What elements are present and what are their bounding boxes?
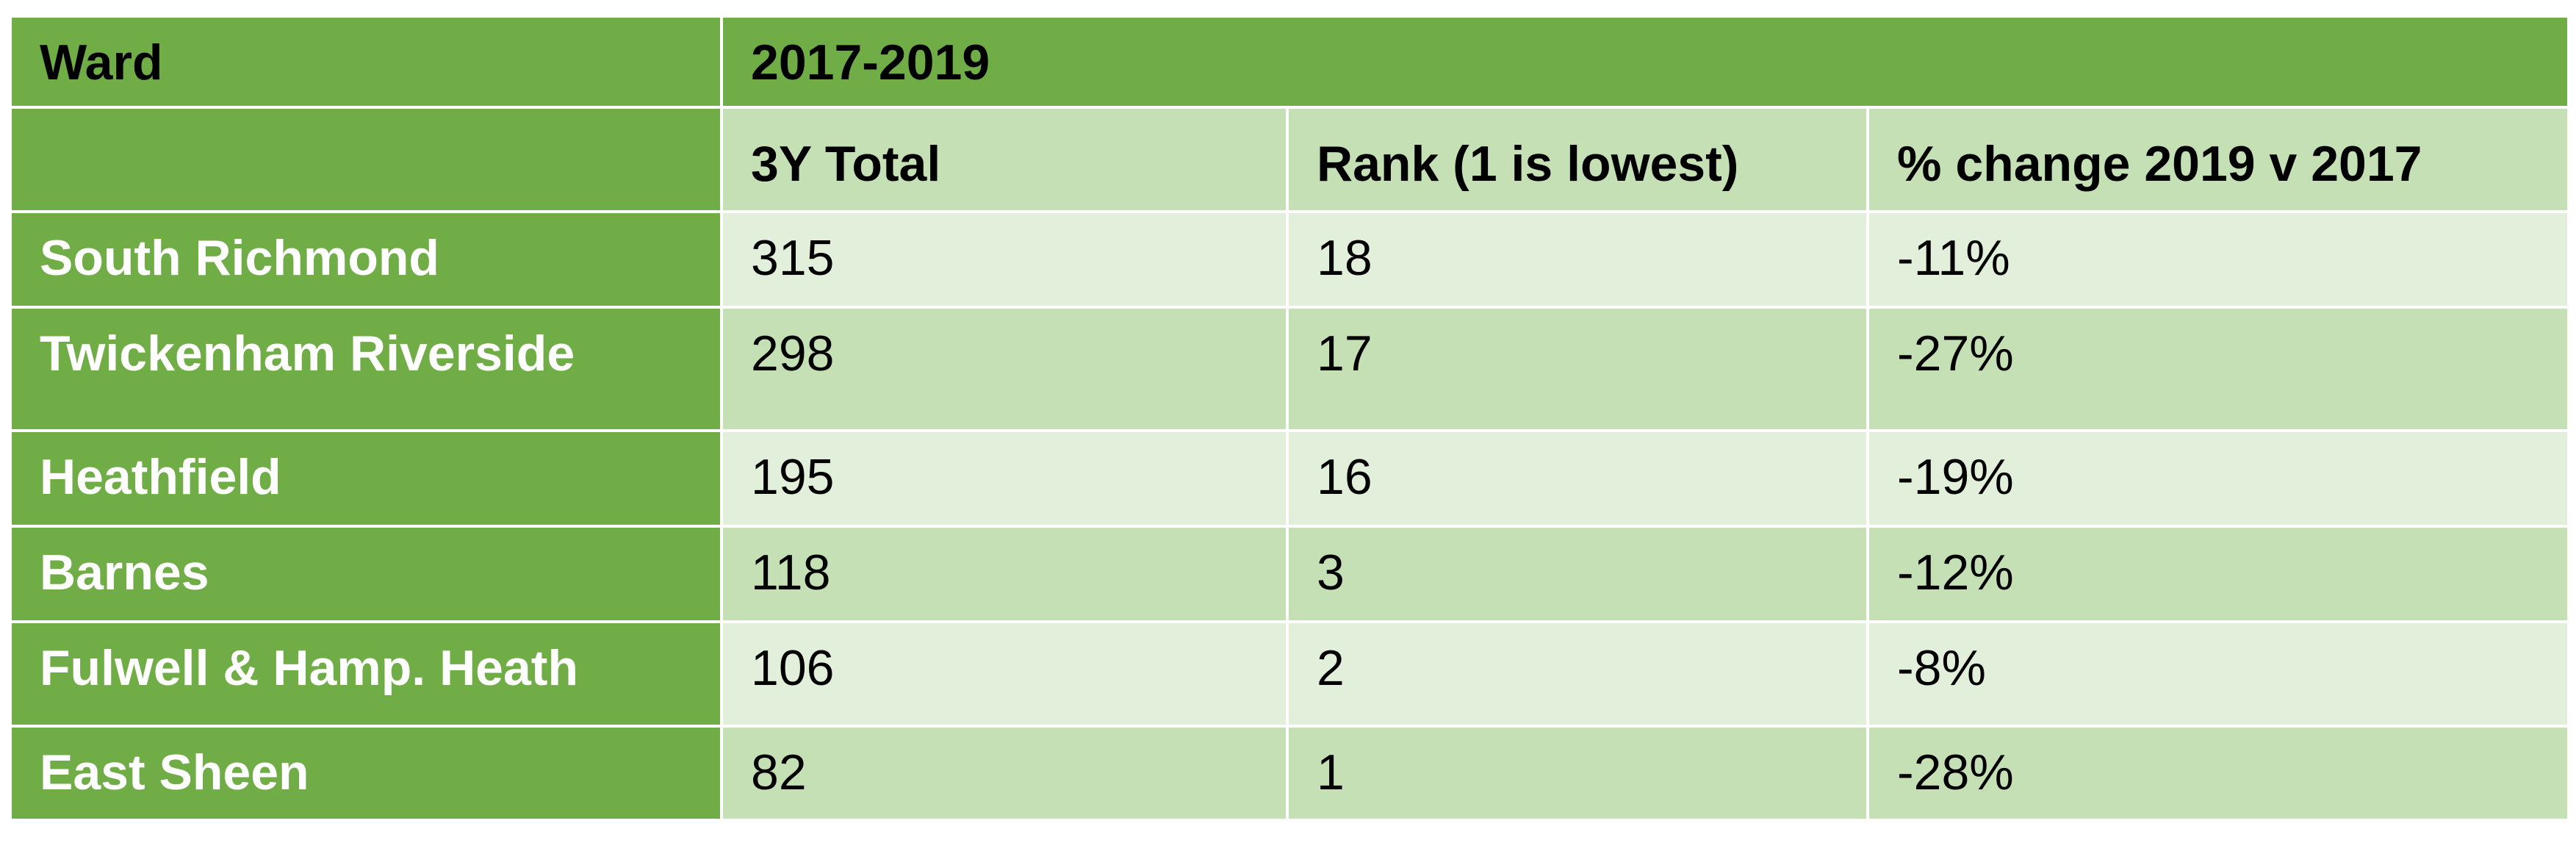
table-row: Heathfield 195 16 -19% [9, 429, 2571, 528]
rank-cell: 3 [1286, 525, 1869, 623]
column-header-rank: Rank (1 is lowest) [1286, 106, 1869, 213]
ward-name-cell: Barnes [9, 525, 723, 623]
table-row: Twickenham Riverside 298 17 -27% [9, 306, 2571, 432]
change-cell: -11% [1866, 210, 2571, 309]
change-cell: -19% [1866, 429, 2571, 528]
total-cell: 195 [720, 429, 1289, 528]
total-cell: 118 [720, 525, 1289, 623]
ward-name-cell: Twickenham Riverside [9, 306, 723, 432]
table-row: East Sheen 82 1 -28% [9, 725, 2571, 822]
ward-header: Ward [9, 15, 723, 109]
column-header-change: % change 2019 v 2017 [1866, 106, 2571, 213]
total-cell: 106 [720, 620, 1289, 728]
ward-table: Ward 2017-2019 3Y Total Rank (1 is lowes… [9, 15, 2571, 822]
rank-cell: 1 [1286, 725, 1869, 822]
rank-cell: 16 [1286, 429, 1869, 528]
change-cell: -8% [1866, 620, 2571, 728]
ward-name-cell: Heathfield [9, 429, 723, 528]
total-cell: 315 [720, 210, 1289, 309]
total-cell: 82 [720, 725, 1289, 822]
ward-name-cell: Fulwell & Hamp. Heath [9, 620, 723, 728]
rank-cell: 18 [1286, 210, 1869, 309]
column-header-blank [9, 106, 723, 213]
table-row: South Richmond 315 18 -11% [9, 210, 2571, 309]
ward-name-cell: East Sheen [9, 725, 723, 822]
column-header-row: 3Y Total Rank (1 is lowest) % change 201… [9, 106, 2571, 213]
change-cell: -28% [1866, 725, 2571, 822]
change-cell: -27% [1866, 306, 2571, 432]
ward-table-container: Ward 2017-2019 3Y Total Rank (1 is lowes… [9, 15, 2571, 822]
rank-cell: 17 [1286, 306, 1869, 432]
change-cell: -12% [1866, 525, 2571, 623]
rank-cell: 2 [1286, 620, 1869, 728]
table-title-row: Ward 2017-2019 [9, 15, 2571, 109]
ward-name-cell: South Richmond [9, 210, 723, 309]
table-row: Barnes 118 3 -12% [9, 525, 2571, 623]
table-row: Fulwell & Hamp. Heath 106 2 -8% [9, 620, 2571, 728]
column-header-total: 3Y Total [720, 106, 1289, 213]
total-cell: 298 [720, 306, 1289, 432]
period-header: 2017-2019 [719, 15, 2571, 109]
